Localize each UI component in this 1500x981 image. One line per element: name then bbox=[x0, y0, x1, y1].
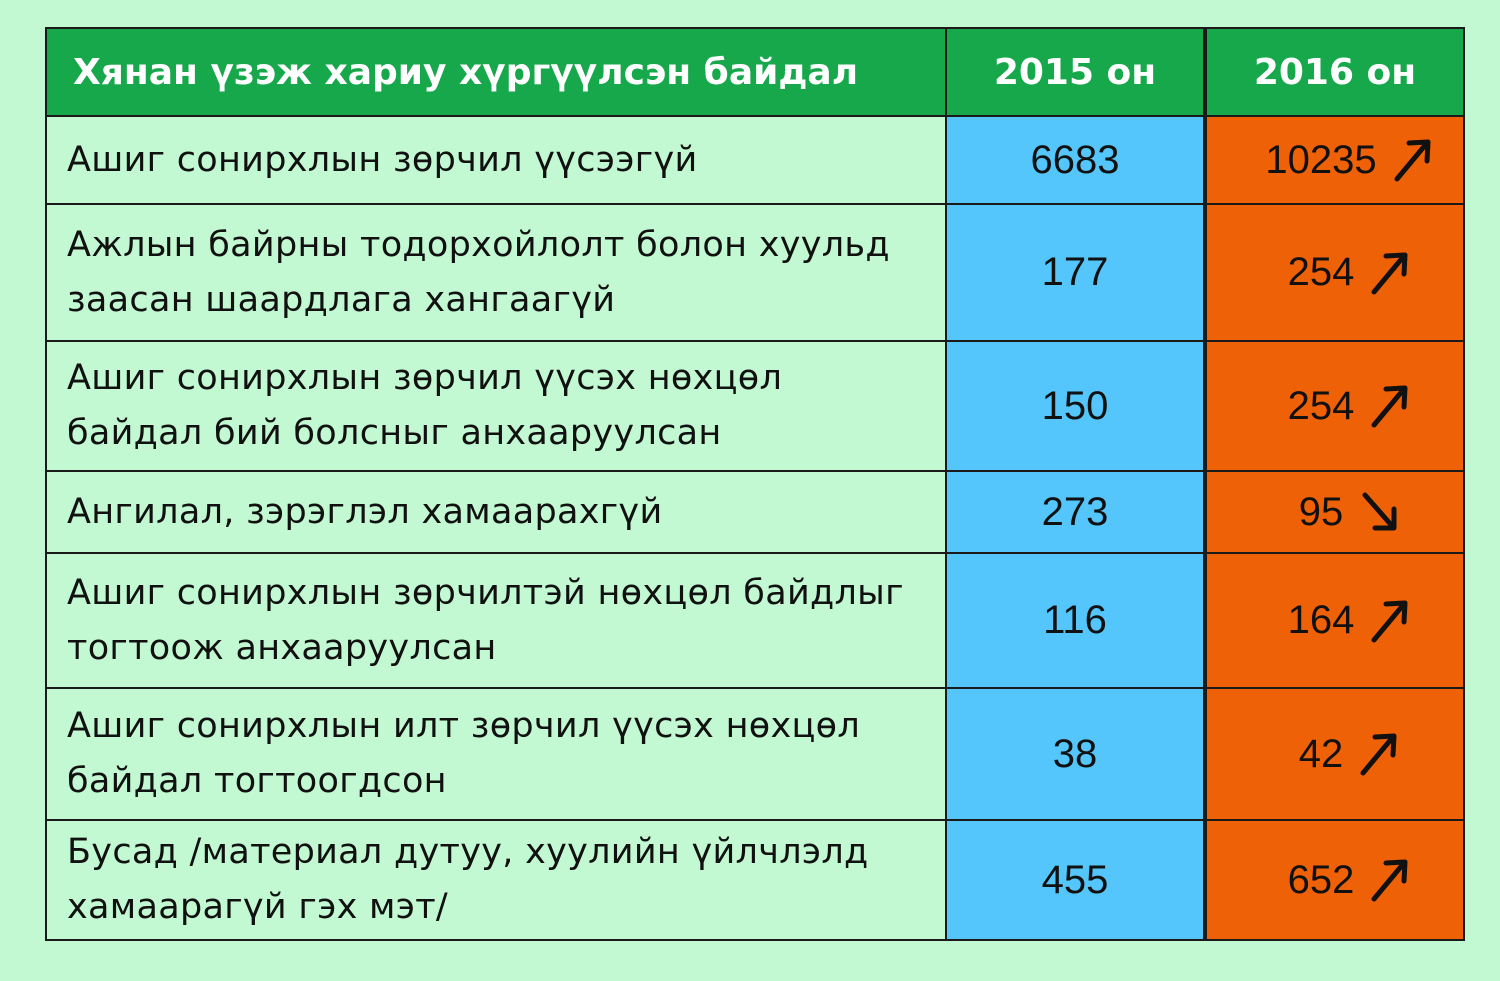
description-cell: Ашиг сонирхлын зөрчилтэй нөхцөл байдлыг … bbox=[45, 552, 947, 689]
value-2016-wrap: 42 bbox=[1269, 729, 1402, 779]
value-2016-cell: 10235 bbox=[1205, 115, 1465, 205]
value-2015-cell: 150 bbox=[945, 340, 1205, 472]
table-row: Бусад /материал дутуу, хуулийн үйлчлэлд … bbox=[45, 819, 1465, 941]
description-cell: Ашиг сонирхлын зөрчил үүсэх нөхцөл байда… bbox=[45, 340, 947, 472]
arrow-down-right-icon bbox=[1362, 492, 1397, 531]
value-2016-cell: 652 bbox=[1205, 819, 1465, 941]
value-2015: 177 bbox=[1041, 250, 1109, 294]
value-2016-wrap: 10235 bbox=[1235, 135, 1434, 185]
row-label: Ашиг сонирхлын зөрчилтэй нөхцөл байдлыг … bbox=[67, 572, 904, 668]
arrow-up-right-icon bbox=[1371, 385, 1408, 428]
value-2016-wrap: 652 bbox=[1258, 855, 1413, 905]
value-2016-wrap: 164 bbox=[1258, 596, 1413, 646]
description-cell: Ашиг сонирхлын зөрчил үүсээгүй bbox=[45, 115, 947, 205]
header-2015: 2015 он bbox=[993, 51, 1157, 93]
header-2016: 2016 он bbox=[1253, 51, 1417, 93]
header-2016-cell: 2016 он bbox=[1205, 27, 1465, 117]
table-row: Ашиг сонирхлын илт зөрчил үүсэх нөхцөл б… bbox=[45, 687, 1465, 821]
arrow-up-right-icon bbox=[1360, 733, 1397, 776]
value-2015-cell: 455 bbox=[945, 819, 1205, 941]
value-2016-wrap: 254 bbox=[1258, 381, 1413, 431]
value-2015-cell: 177 bbox=[945, 203, 1205, 342]
row-label: Ангилал, зэрэглэл хамаарахгүй bbox=[67, 491, 663, 532]
table-row: Ангилал, зэрэглэл хамаарахгүй 273 95 bbox=[45, 470, 1465, 554]
value-2016: 164 bbox=[1287, 598, 1355, 642]
row-label: Бусад /материал дутуу, хуулийн үйлчлэлд … bbox=[67, 832, 869, 927]
header-2015-cell: 2015 он bbox=[945, 27, 1205, 117]
header-description: Хянан үзэж хариу хүргүүлсэн байдал bbox=[73, 51, 859, 93]
description-cell: Ашиг сонирхлын илт зөрчил үүсэх нөхцөл б… bbox=[45, 687, 947, 821]
value-2016: 254 bbox=[1287, 250, 1355, 294]
value-2015-cell: 273 bbox=[945, 470, 1205, 554]
value-2016: 254 bbox=[1287, 383, 1355, 428]
table-header: Хянан үзэж хариу хүргүүлсэн байдал 2015 … bbox=[45, 27, 1465, 117]
value-2015: 6683 bbox=[1030, 137, 1120, 182]
value-2016: 42 bbox=[1298, 731, 1344, 776]
arrow-up-right-icon bbox=[1371, 252, 1408, 294]
value-2015: 273 bbox=[1041, 489, 1109, 534]
description-cell: Бусад /материал дутуу, хуулийн үйлчлэлд … bbox=[45, 819, 947, 941]
description-cell: Ажлын байрны тодорхойлолт болон хуульд з… bbox=[45, 203, 947, 342]
value-2016-cell: 95 bbox=[1205, 470, 1465, 554]
table-row: Ашиг сонирхлын зөрчилтэй нөхцөл байдлыг … bbox=[45, 552, 1465, 689]
description-cell: Ангилал, зэрэглэл хамаарахгүй bbox=[45, 470, 947, 554]
arrow-up-right-icon bbox=[1371, 859, 1408, 902]
value-2016: 10235 bbox=[1265, 137, 1377, 182]
arrow-up-right-icon bbox=[1394, 139, 1431, 182]
value-2015-cell: 38 bbox=[945, 687, 1205, 821]
value-2015: 455 bbox=[1041, 857, 1109, 902]
value-2016-cell: 42 bbox=[1205, 687, 1465, 821]
row-label: Ажлын байрны тодорхойлолт болон хуульд з… bbox=[67, 224, 890, 320]
value-2016-cell: 164 bbox=[1205, 552, 1465, 689]
table-row: Ашиг сонирхлын зөрчил үүсэх нөхцөл байда… bbox=[45, 340, 1465, 472]
table-row: Ажлын байрны тодорхойлолт болон хуульд з… bbox=[45, 203, 1465, 342]
value-2015: 150 bbox=[1041, 383, 1109, 428]
table-row: Ашиг сонирхлын зөрчил үүсээгүй 6683 10235 bbox=[45, 115, 1465, 205]
row-label: Ашиг сонирхлын зөрчил үүсээгүй bbox=[67, 139, 698, 180]
value-2016-wrap: 254 bbox=[1258, 248, 1413, 298]
value-2015: 38 bbox=[1052, 731, 1098, 776]
header-description-cell: Хянан үзэж хариу хүргүүлсэн байдал bbox=[45, 27, 947, 117]
value-2015: 116 bbox=[1043, 598, 1107, 642]
value-2016-wrap: 95 bbox=[1269, 487, 1402, 537]
value-2015-cell: 116 bbox=[945, 552, 1205, 689]
arrow-up-right-icon bbox=[1371, 600, 1408, 642]
value-2015-cell: 6683 bbox=[945, 115, 1205, 205]
value-2016: 95 bbox=[1298, 489, 1344, 534]
value-2016-cell: 254 bbox=[1205, 203, 1465, 342]
row-label: Ашиг сонирхлын илт зөрчил үүсэх нөхцөл б… bbox=[67, 706, 860, 801]
row-label: Ашиг сонирхлын зөрчил үүсэх нөхцөл байда… bbox=[67, 358, 783, 453]
value-2016: 652 bbox=[1287, 857, 1355, 902]
value-2016-cell: 254 bbox=[1205, 340, 1465, 472]
